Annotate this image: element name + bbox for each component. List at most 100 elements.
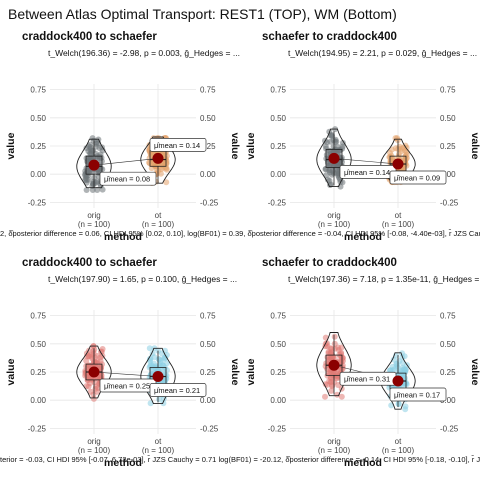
panel-subtitle: t_Welch(194.95) = 2.21, p = 0.029, ĝ_Hed… bbox=[288, 48, 477, 58]
x-tick-n-label: (n = 100) bbox=[142, 446, 175, 455]
x-tick-label: orig bbox=[87, 211, 100, 220]
y-tick-label-right: 0.50 bbox=[200, 340, 216, 349]
x-tick-n-label: (n = 100) bbox=[318, 446, 351, 455]
data-point bbox=[328, 387, 335, 394]
x-axis-label: method bbox=[344, 231, 382, 243]
y-tick-label-right: 0.75 bbox=[200, 312, 216, 321]
panel-subtitle: t_Welch(197.36) = 7.18, p = 1.35e-11, ĝ_… bbox=[288, 274, 480, 284]
data-point bbox=[402, 406, 409, 413]
y-tick-label-right: 0.00 bbox=[200, 170, 216, 179]
x-tick-n-label: (n = 100) bbox=[78, 446, 111, 455]
data-point bbox=[83, 187, 90, 193]
chart-panel-1: craddock400 to schaefer t_Welch(196.36) =… bbox=[5, 31, 241, 243]
data-point bbox=[163, 165, 170, 172]
data-point bbox=[147, 400, 154, 407]
panel-title: craddock400 to schaefer bbox=[22, 257, 157, 269]
data-point bbox=[82, 177, 89, 183]
page-title: Between Atlas Optimal Transport: REST1 (… bbox=[8, 6, 397, 22]
x-tick-label: orig bbox=[327, 437, 340, 446]
data-point bbox=[160, 400, 167, 407]
data-point bbox=[90, 348, 97, 355]
data-point bbox=[163, 160, 170, 166]
y-tick-label-left: 0.75 bbox=[30, 312, 46, 321]
y-tick-label-right: 0.00 bbox=[440, 396, 456, 405]
y-tick-label-right: 0.25 bbox=[200, 142, 216, 151]
data-point bbox=[400, 366, 407, 373]
x-tick-label: ot bbox=[395, 437, 402, 446]
mean-point bbox=[88, 159, 100, 171]
data-point bbox=[394, 135, 401, 142]
data-point bbox=[339, 354, 346, 361]
data-point bbox=[331, 333, 338, 340]
y-tick-label-left: 0.50 bbox=[30, 340, 46, 349]
y-axis-label-right: value bbox=[229, 133, 241, 160]
data-point bbox=[160, 367, 167, 374]
mean-point bbox=[392, 375, 404, 387]
y-tick-label-left: 0.75 bbox=[270, 312, 286, 321]
data-point bbox=[324, 139, 330, 146]
mean-connector bbox=[93, 371, 159, 377]
data-point bbox=[146, 345, 153, 352]
data-point bbox=[146, 364, 153, 371]
data-point bbox=[325, 162, 332, 169]
data-point bbox=[91, 379, 98, 386]
y-axis-label: value bbox=[245, 358, 257, 385]
data-point bbox=[338, 393, 345, 400]
data-point bbox=[94, 187, 101, 193]
mean-label: μ̂mean = 0.31 bbox=[344, 375, 390, 384]
panel-subtitle: t_Welch(197.90) = 1.65, p = 0.100, ĝ_Hed… bbox=[48, 274, 237, 284]
y-tick-label-left: 0.25 bbox=[270, 368, 286, 377]
data-point bbox=[332, 136, 339, 143]
chart-panel-3: craddock400 to schaefer t_Welch(197.90) =… bbox=[5, 257, 241, 469]
y-tick-label-right: 0.75 bbox=[440, 86, 456, 95]
data-point bbox=[328, 131, 335, 138]
data-point bbox=[163, 360, 170, 367]
panel-title: craddock400 to schaefer bbox=[22, 31, 157, 43]
y-tick-label-left: 0.50 bbox=[30, 114, 46, 123]
y-tick-label-left: 0.75 bbox=[270, 86, 286, 95]
data-point bbox=[395, 400, 402, 407]
mean-point bbox=[152, 152, 164, 164]
y-tick-label-right: 0.50 bbox=[440, 114, 456, 123]
stats-caption-top: 2, δ̂posterior difference = 0.06, CI HDI… bbox=[0, 229, 480, 238]
y-axis-label: value bbox=[5, 132, 17, 159]
mean-label-box bbox=[389, 387, 447, 402]
data-point bbox=[83, 357, 90, 364]
mean-label: μ̂mean = 0.14 bbox=[154, 141, 200, 150]
mean-label-box bbox=[149, 383, 207, 397]
y-tick-label-left: 0.25 bbox=[30, 142, 46, 151]
panel-subtitle: t_Welch(196.36) = -2.98, p = 0.003, ĝ_He… bbox=[48, 48, 240, 58]
mean-point bbox=[152, 371, 164, 383]
x-tick-n-label: (n = 100) bbox=[382, 220, 415, 229]
data-point bbox=[327, 374, 334, 381]
y-tick-label-left: 0.25 bbox=[30, 368, 46, 377]
y-tick-label-left: 0.00 bbox=[30, 170, 46, 179]
y-tick-label-right: 0.50 bbox=[200, 114, 216, 123]
data-point bbox=[97, 354, 104, 361]
data-point bbox=[327, 148, 334, 155]
x-tick-label: ot bbox=[395, 211, 402, 220]
mean-point bbox=[392, 158, 404, 170]
data-point bbox=[339, 143, 346, 150]
chart-panel-2: schaefer to craddock400 t_Welch(194.95) =… bbox=[245, 31, 480, 243]
mean-label: μ̂mean = 0.14 bbox=[344, 168, 390, 177]
y-axis-label-right: value bbox=[469, 359, 480, 386]
y-tick-label-left: 0.75 bbox=[30, 86, 46, 95]
x-axis-label: method bbox=[104, 231, 142, 243]
y-tick-label-right: 0.25 bbox=[200, 368, 216, 377]
y-tick-label-right: -0.25 bbox=[440, 198, 459, 207]
mean-label: μ̂mean = 0.09 bbox=[394, 174, 440, 183]
data-point bbox=[323, 172, 330, 179]
data-point bbox=[147, 150, 154, 157]
data-point bbox=[94, 388, 101, 395]
x-tick-n-label: (n = 100) bbox=[382, 446, 415, 455]
mean-label-box bbox=[99, 171, 157, 186]
y-axis-label: value bbox=[5, 358, 17, 385]
data-point bbox=[82, 372, 89, 379]
y-tick-label-right: 0.25 bbox=[440, 368, 456, 377]
panel-title: schaefer to craddock400 bbox=[262, 257, 397, 269]
mean-label-box bbox=[149, 138, 207, 152]
data-point bbox=[322, 393, 328, 400]
x-tick-label: orig bbox=[87, 437, 100, 446]
